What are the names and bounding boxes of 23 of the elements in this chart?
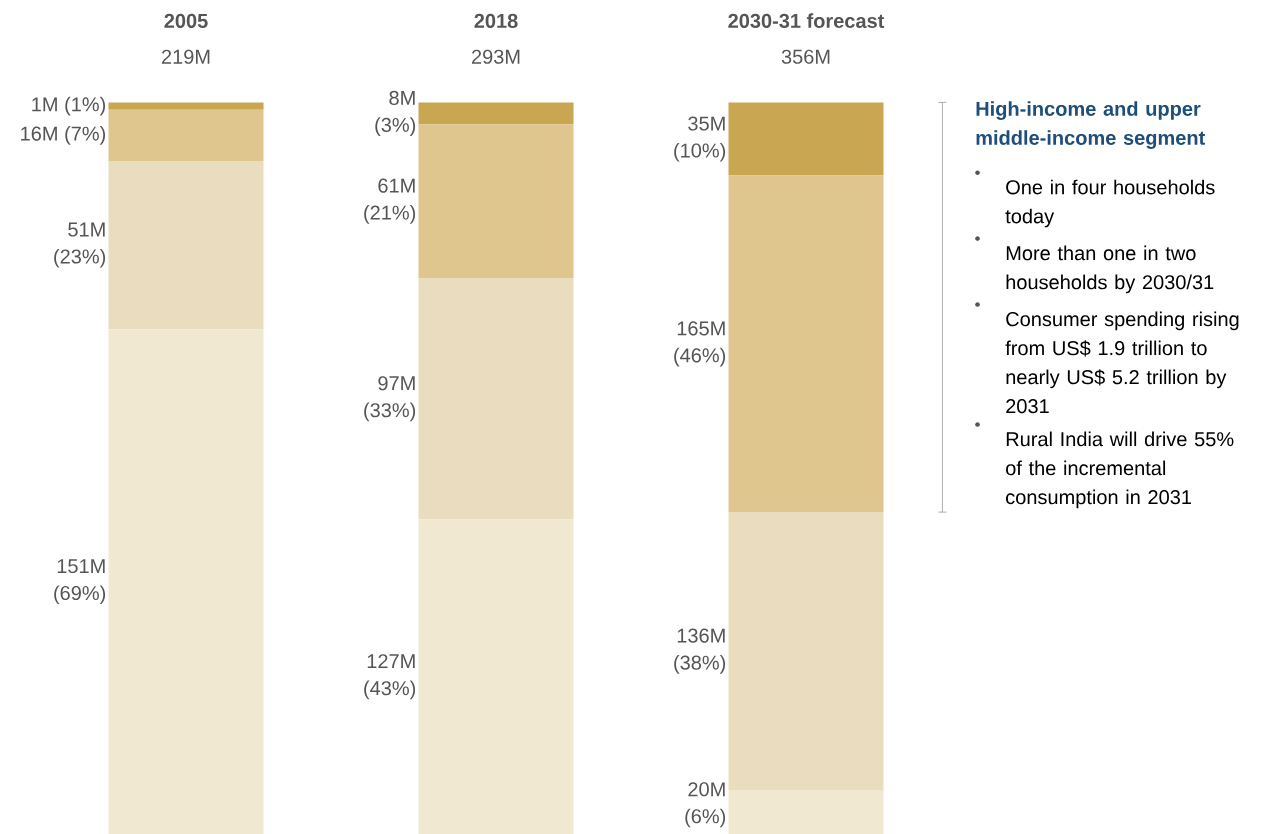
text: Consumer spending rising from US$ 1.9 trillion to nearly US$ 5.2 trillion by 2031	[1005, 311, 1239, 414]
text: Rural India will drive 55% of the incremental consumption in 2031	[1006, 431, 1234, 509]
text: 293M	[471, 49, 520, 64]
data-label: 51M (23%)	[54, 222, 106, 268]
category-label: 2018	[474, 13, 518, 28]
data-label: 20M (6%)	[685, 782, 726, 828]
data-label: 127M (43%)	[364, 654, 416, 700]
text: 219M	[161, 49, 210, 64]
category-label: 2030-31 forecast	[728, 13, 885, 29]
data-label: 61M (21%)	[364, 178, 416, 224]
data-label: 16M (7%)	[21, 126, 106, 145]
data-label: 1M (1%)	[32, 96, 106, 116]
data-label: 97M (33%)	[364, 376, 416, 422]
data-label: 35M (10%)	[674, 116, 726, 162]
data-label: 136M (38%)	[674, 628, 726, 674]
category-label: 2005	[164, 13, 208, 28]
data-label: 8M (3%)	[375, 90, 416, 136]
data-label: 165M (46%)	[674, 321, 726, 367]
text: More than one in two households by 2030/31	[1006, 245, 1214, 294]
text: One in four households today	[1005, 179, 1215, 228]
text: High-income and upper middle-income segment	[976, 101, 1206, 149]
data-label: 151M (69%)	[54, 559, 106, 605]
text: 356M	[781, 49, 830, 64]
